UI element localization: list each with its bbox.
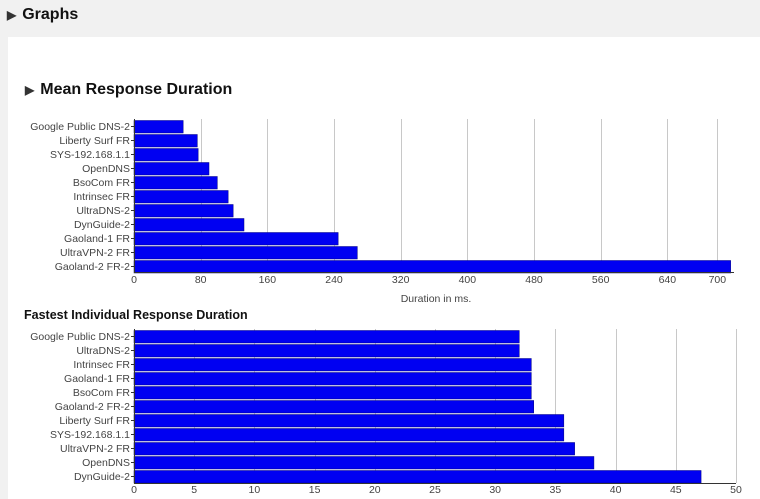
category-label: Liberty Surf FR [59,415,130,427]
category-label: Gaoland-2 FR-2 [55,261,130,273]
bar [133,330,520,344]
chart-1: Google Public DNS-2 Liberty Surf FR SYS-19… [30,119,734,305]
tick-label: 25 [429,484,441,496]
tick-label: 240 [325,274,343,286]
bar [133,204,234,218]
chart-2: Google Public DNS-2 UltraDNS-2 Intrinsec F… [30,329,742,496]
category-label: UltraDNS-2 [76,345,130,357]
bar [133,358,532,372]
tick-label: 30 [489,484,501,496]
tick-label: 700 [709,274,727,286]
tick-label: 5 [191,484,197,496]
category-label: Liberty Surf FR [59,135,130,147]
category-label: Gaoland-1 FR [64,233,130,245]
bar [133,456,595,470]
bar [133,386,532,400]
tick-label: 320 [392,274,410,286]
bar [133,218,245,232]
category-label: OpenDNS [82,457,130,469]
tick-label: 0 [131,274,137,286]
tick-label: 400 [459,274,477,286]
bar [133,260,731,274]
bar [133,190,229,204]
category-label: DynGuide-2 [74,219,130,231]
bar [133,148,199,162]
x-axis-label: Duration in ms. [401,293,472,305]
category-label: UltraVPN-2 FR [60,247,130,259]
chart1-heading-toggle[interactable]: ▶ Mean Response Duration [25,81,232,99]
bar [133,134,198,148]
bar [133,246,358,260]
category-label: Gaoland-1 FR [64,373,130,385]
bar [133,232,339,246]
tick-label: 50 [730,484,742,496]
bar [133,414,565,428]
bar [133,470,702,484]
category-label: UltraVPN-2 FR [60,443,130,455]
tick-label: 560 [592,274,610,286]
tick-label: 80 [195,274,207,286]
section-graphs-toggle[interactable]: ▶ Graphs [7,6,78,24]
triangle-right-icon: ▶ [25,83,35,97]
category-label: Google Public DNS-2 [30,121,130,133]
tick-label: 160 [259,274,277,286]
tick-label: 0 [131,484,137,496]
section-header [0,0,760,36]
bar [133,372,532,386]
tick-label: 480 [525,274,543,286]
bar [133,162,210,176]
category-label: Google Public DNS-2 [30,331,130,343]
tick-label: 15 [309,484,321,496]
tick-label: 10 [249,484,261,496]
chart2-title: Fastest Individual Response Duration [24,308,248,322]
tick-label: 20 [369,484,381,496]
tick-label: 45 [670,484,682,496]
category-label: SYS-192.168.1.1 [50,429,130,441]
category-label: BsoCom FR [73,177,131,189]
category-label: DynGuide-2 [74,471,130,483]
category-label: Intrinsec FR [73,359,130,371]
bar [133,344,520,358]
category-label: SYS-192.168.1.1 [50,149,130,161]
tick-label: 40 [610,484,622,496]
tick-label: 640 [659,274,677,286]
category-label: OpenDNS [82,163,130,175]
category-label: Intrinsec FR [73,191,130,203]
triangle-right-icon: ▶ [7,8,17,22]
category-label: BsoCom FR [73,387,131,399]
bar [133,442,575,456]
tick-label: 35 [550,484,562,496]
bar [133,428,565,442]
chart1-title: Mean Response Duration [40,81,233,98]
category-label: UltraDNS-2 [76,205,130,217]
bar [133,400,534,414]
section-title: Graphs [22,6,79,23]
category-label: Gaoland-2 FR-2 [55,401,130,413]
bar [133,176,218,190]
bar [133,120,184,134]
